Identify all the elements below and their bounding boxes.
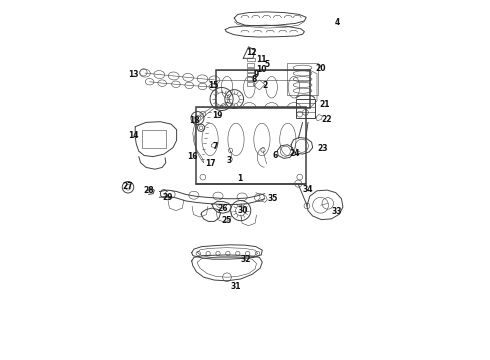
Text: 5: 5: [264, 60, 269, 69]
Text: 32: 32: [241, 256, 251, 264]
Bar: [247, 82, 253, 86]
Text: 28: 28: [144, 186, 154, 195]
Bar: [216, 70, 310, 108]
Text: 25: 25: [221, 216, 232, 225]
Text: 31: 31: [231, 282, 241, 291]
Text: 30: 30: [237, 206, 247, 215]
Bar: [296, 99, 315, 118]
Text: 29: 29: [162, 193, 172, 202]
Text: 24: 24: [289, 149, 299, 158]
Text: 27: 27: [122, 182, 132, 191]
Text: 9: 9: [254, 70, 259, 79]
Text: 35: 35: [268, 194, 278, 203]
Text: 13: 13: [128, 70, 139, 79]
Text: 6: 6: [272, 151, 278, 160]
Text: 19: 19: [212, 111, 222, 120]
Text: 7: 7: [213, 142, 218, 151]
Text: 12: 12: [246, 48, 257, 57]
Bar: [247, 63, 254, 67]
Bar: [247, 77, 253, 81]
Text: 22: 22: [321, 115, 332, 124]
Text: 33: 33: [331, 207, 342, 216]
Text: 23: 23: [317, 144, 327, 153]
Bar: [247, 73, 254, 76]
Bar: [247, 58, 255, 61]
Bar: [247, 68, 254, 72]
Bar: [288, 63, 318, 95]
Text: 14: 14: [128, 131, 139, 140]
Text: 4: 4: [334, 18, 340, 27]
Text: 18: 18: [189, 116, 200, 125]
Text: 17: 17: [205, 159, 215, 168]
Text: 2: 2: [263, 81, 268, 90]
Text: 3: 3: [226, 156, 232, 165]
Text: 1: 1: [237, 174, 243, 183]
Text: 15: 15: [208, 81, 219, 90]
Bar: [143, 130, 166, 148]
Text: 34: 34: [303, 185, 313, 194]
Text: 16: 16: [187, 152, 198, 161]
Text: 20: 20: [315, 64, 326, 73]
Text: 8: 8: [252, 76, 257, 85]
Text: 26: 26: [217, 204, 227, 212]
Text: 21: 21: [319, 100, 330, 109]
Text: 11: 11: [256, 55, 267, 64]
Text: 10: 10: [256, 65, 267, 74]
Bar: [196, 107, 306, 184]
